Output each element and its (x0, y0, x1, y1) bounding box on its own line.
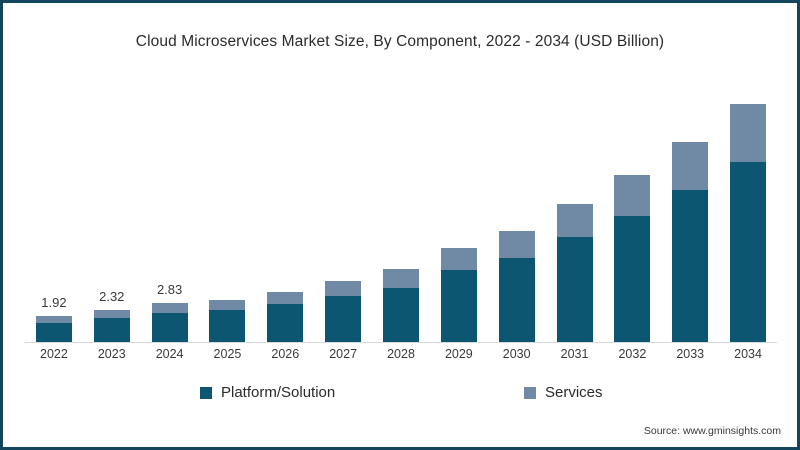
bar-segment-services[interactable] (556, 204, 593, 238)
bar-segment-services[interactable] (614, 175, 651, 217)
bar-group[interactable] (672, 141, 709, 343)
bar-segment-platform-solution[interactable] (556, 237, 593, 343)
bar-stack (267, 291, 304, 343)
bar-group[interactable] (267, 291, 304, 343)
legend-swatch-platform-solution (200, 386, 212, 399)
legend-swatch-services (524, 386, 536, 399)
bar-segment-platform-solution[interactable] (672, 190, 709, 343)
bar-stack (556, 204, 593, 343)
bar-stack (35, 316, 72, 343)
bar-group[interactable] (498, 230, 535, 343)
legend-label-platform-solution: Platform/Solution (221, 384, 336, 401)
bar-segment-services[interactable] (730, 104, 767, 162)
bar-segment-services[interactable] (498, 230, 535, 259)
x-axis-tick-2025: 2025 (213, 347, 242, 361)
bar-segment-platform-solution[interactable] (151, 312, 188, 343)
bar-stack (498, 230, 535, 343)
bar-segment-platform-solution[interactable] (35, 322, 72, 343)
x-axis-tick-2027: 2027 (329, 347, 358, 361)
bar-group[interactable] (325, 280, 362, 343)
bar-stack (209, 299, 246, 343)
bar-segment-services[interactable] (383, 269, 419, 288)
x-axis-tick-2026: 2026 (271, 347, 300, 361)
bar-stack (151, 303, 188, 343)
bar-value-label: 2.83 (156, 282, 183, 298)
bar-stack (614, 175, 651, 343)
x-axis-tick-2024: 2024 (155, 347, 184, 361)
bar-series-container: 1.92 2.32 2.83 (25, 75, 777, 343)
bar-stack (383, 269, 419, 343)
x-axis-tick-2023: 2023 (97, 347, 126, 361)
x-axis-tick-2030: 2030 (502, 347, 531, 361)
x-axis-tick-2029: 2029 (444, 347, 473, 361)
bar-stack (672, 141, 709, 343)
chart-title: Cloud Microservices Market Size, By Comp… (135, 33, 665, 50)
bar-segment-services[interactable] (440, 248, 477, 271)
chart-legend: Platform/Solution Services (3, 384, 797, 408)
bar-value-label: 1.92 (41, 295, 67, 311)
x-axis-tick-2031: 2031 (560, 347, 589, 361)
bar-group[interactable] (556, 204, 593, 343)
legend-item-platform-solution[interactable]: Platform/Solution (200, 384, 335, 401)
bar-segment-platform-solution[interactable] (93, 318, 130, 343)
x-axis-tick-2033: 2033 (676, 347, 705, 361)
bar-group[interactable] (440, 248, 477, 343)
bar-stack (730, 104, 767, 343)
bar-segment-services[interactable] (325, 280, 362, 296)
bar-segment-platform-solution[interactable] (730, 162, 767, 343)
bar-group[interactable]: 2.83 (151, 282, 188, 343)
x-axis-tick-2028: 2028 (387, 347, 415, 361)
bar-value-label: 2.32 (99, 289, 125, 305)
bar-group[interactable] (383, 269, 419, 343)
bar-group[interactable]: 2.32 (93, 289, 130, 343)
legend-item-services[interactable]: Services (524, 384, 603, 401)
bar-segment-services[interactable] (93, 310, 130, 319)
bar-stack (440, 248, 477, 343)
bar-group[interactable] (209, 299, 246, 343)
bar-segment-platform-solution[interactable] (209, 310, 246, 343)
bar-segment-platform-solution[interactable] (267, 304, 304, 343)
bar-group[interactable]: 1.92 (35, 295, 72, 343)
source-attribution: Source: www.gminsights.com (643, 425, 781, 437)
bar-stack (325, 280, 362, 343)
bar-stack (93, 310, 130, 343)
legend-label-services: Services (545, 384, 603, 401)
x-axis-baseline (25, 342, 777, 343)
x-axis-tick-2022: 2022 (40, 347, 68, 361)
bar-segment-services[interactable] (209, 299, 246, 311)
bar-group[interactable] (730, 104, 767, 343)
bar-segment-services[interactable] (672, 141, 709, 191)
bar-segment-platform-solution[interactable] (614, 216, 651, 343)
plot-area: 1.92 2.32 2.83 (25, 75, 777, 343)
bar-segment-services[interactable] (151, 303, 188, 313)
bar-segment-platform-solution[interactable] (498, 258, 535, 343)
bar-segment-platform-solution[interactable] (383, 287, 419, 343)
bar-segment-platform-solution[interactable] (440, 270, 477, 343)
bar-segment-services[interactable] (35, 316, 72, 323)
bar-segment-services[interactable] (267, 291, 304, 305)
x-axis-tick-2034: 2034 (734, 347, 762, 361)
bar-segment-platform-solution[interactable] (325, 296, 362, 343)
bar-group[interactable] (614, 175, 651, 343)
x-axis-tick-2032: 2032 (618, 347, 647, 361)
x-axis-tick-labels: 2022 2023 2024 2025 2026 2027 2028 2029 2030 2031… (25, 347, 777, 369)
